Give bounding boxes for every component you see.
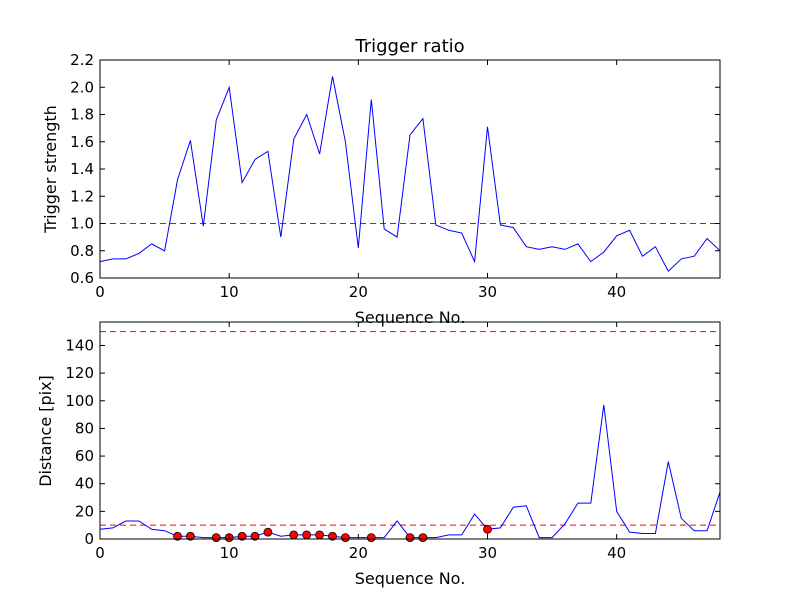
plot-frame bbox=[99, 59, 721, 279]
data-point-marker bbox=[341, 533, 350, 543]
chart-title: Trigger ratio bbox=[354, 36, 464, 57]
data-point-marker bbox=[405, 533, 415, 543]
data-point-marker bbox=[483, 524, 492, 534]
y-tick-label: 20 bbox=[75, 502, 94, 520]
data-point-marker bbox=[418, 533, 428, 543]
plot-frame bbox=[99, 321, 721, 540]
y-tick-label: 1.6 bbox=[70, 133, 94, 151]
y-tick-label: 0 bbox=[84, 530, 94, 548]
series-line bbox=[99, 76, 721, 273]
data-point-marker bbox=[237, 531, 247, 541]
data-point-marker bbox=[315, 530, 324, 540]
data-point-marker bbox=[289, 530, 299, 540]
tick-group: 0 10 20 30 40 0.6 0.8 1.0 1.2 1.4 1.6 1.8 2.0 2.2 bbox=[70, 51, 720, 301]
series-group bbox=[99, 76, 721, 273]
y-tick-label: 0.6 bbox=[70, 269, 94, 287]
x-tick-label: 20 bbox=[349, 544, 368, 562]
tick-group: 0 10 20 30 40 0 20 40 60 80 100 120 140 bbox=[65, 322, 720, 562]
data-point-marker bbox=[263, 527, 273, 537]
y-tick-label: 100 bbox=[65, 392, 94, 410]
x-axis-label: Sequence No. bbox=[355, 308, 466, 327]
y-tick-label: 120 bbox=[65, 364, 94, 382]
y-axis-label: Trigger strength bbox=[41, 105, 60, 234]
x-tick-label: 0 bbox=[95, 283, 105, 301]
data-point-marker bbox=[173, 531, 182, 541]
data-point-marker bbox=[366, 533, 376, 543]
x-tick-label: 40 bbox=[607, 283, 626, 301]
marker-group bbox=[173, 524, 492, 543]
data-point-marker bbox=[250, 531, 260, 541]
y-tick-label: 0.8 bbox=[70, 242, 94, 260]
threshold-group bbox=[100, 331, 720, 526]
x-tick-label: 40 bbox=[607, 544, 626, 562]
y-tick-label: 1.4 bbox=[70, 160, 94, 178]
data-point-marker bbox=[302, 530, 312, 540]
y-tick-label: 140 bbox=[65, 336, 94, 354]
y-tick-label: 40 bbox=[75, 475, 94, 493]
chart-distance: Distance [pix] Sequence No. 0 10 20 30 40 0 20… bbox=[36, 321, 721, 588]
x-tick-label: 10 bbox=[220, 544, 239, 562]
y-tick-label: 2.2 bbox=[70, 51, 94, 69]
x-tick-label: 30 bbox=[478, 544, 497, 562]
y-tick-label: 1.8 bbox=[70, 106, 94, 124]
y-tick-label: 60 bbox=[75, 447, 94, 465]
y-tick-label: 2.0 bbox=[70, 78, 94, 96]
y-tick-label: 1.0 bbox=[70, 215, 94, 233]
x-tick-label: 10 bbox=[220, 283, 239, 301]
y-tick-label: 80 bbox=[75, 419, 94, 437]
y-axis-label: Distance [pix] bbox=[36, 375, 55, 487]
y-tick-label: 1.2 bbox=[70, 187, 94, 205]
x-tick-label: 0 bbox=[95, 544, 105, 562]
data-point-marker bbox=[211, 533, 221, 543]
x-tick-label: 30 bbox=[478, 283, 497, 301]
data-point-marker bbox=[186, 531, 195, 541]
x-axis-label: Sequence No. bbox=[355, 569, 466, 588]
data-point-marker bbox=[328, 531, 337, 541]
x-tick-label: 20 bbox=[349, 283, 368, 301]
